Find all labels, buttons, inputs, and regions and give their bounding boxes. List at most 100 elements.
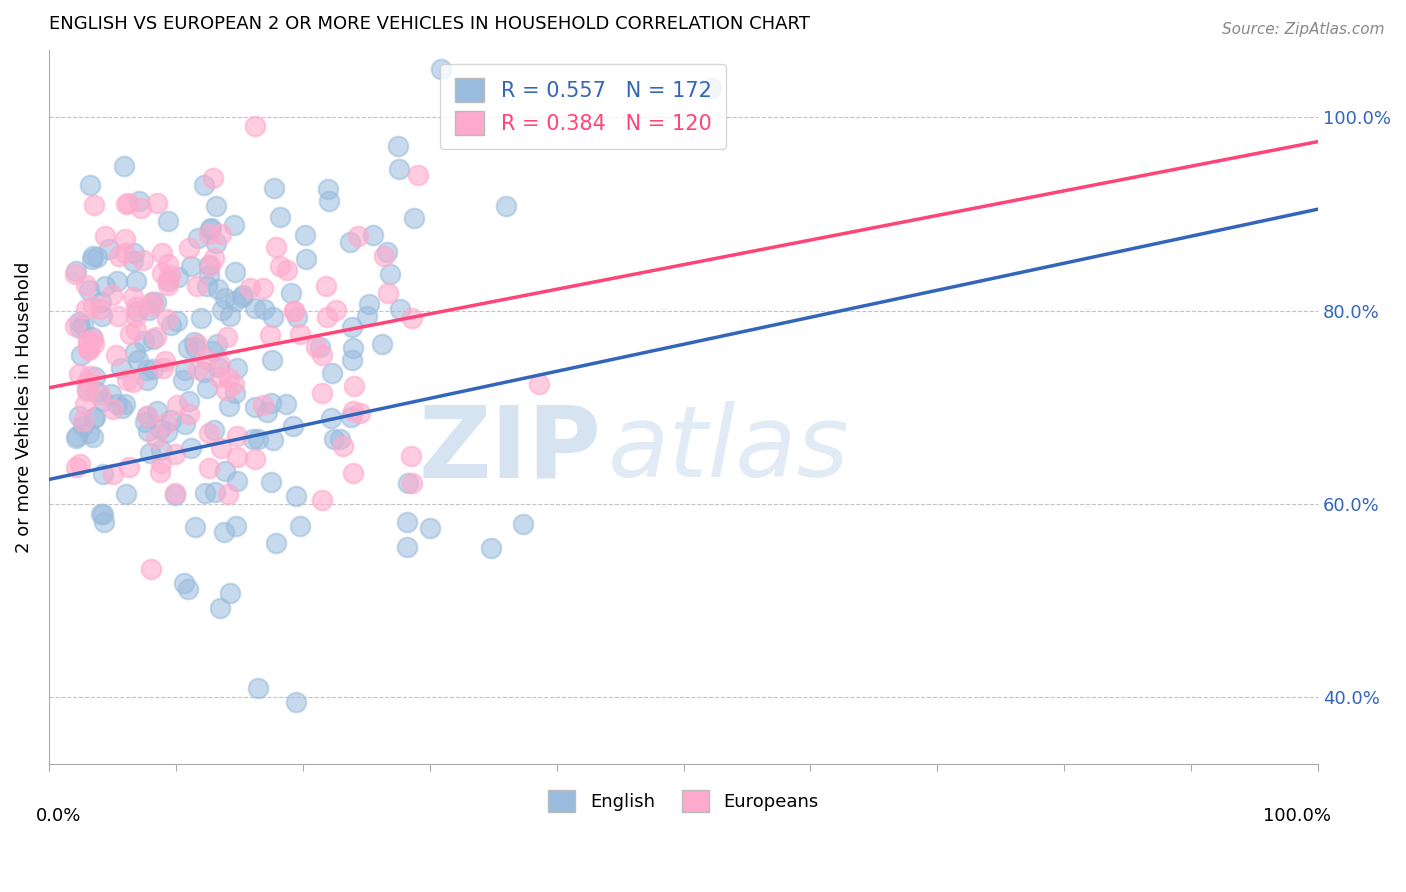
Point <box>356 309 378 323</box>
Point <box>134 415 156 429</box>
Point <box>156 257 179 271</box>
Point <box>401 449 423 463</box>
Point <box>101 287 124 301</box>
Point <box>105 275 128 289</box>
Point <box>283 304 305 318</box>
Point <box>401 311 423 326</box>
Point <box>359 297 381 311</box>
Point <box>232 287 254 301</box>
Point <box>197 268 219 282</box>
Point <box>340 320 363 334</box>
Point <box>132 252 155 267</box>
Point <box>209 227 232 242</box>
Point <box>145 431 167 445</box>
Point <box>208 358 231 372</box>
Point <box>76 375 98 389</box>
Point <box>82 299 104 313</box>
Point <box>224 265 246 279</box>
Point <box>264 240 287 254</box>
Point <box>90 294 112 309</box>
Point <box>82 332 104 346</box>
Point <box>316 182 339 196</box>
Point <box>174 417 197 431</box>
Point <box>373 249 395 263</box>
Point <box>283 303 305 318</box>
Point <box>316 310 339 325</box>
Point <box>124 345 146 359</box>
Point <box>125 304 148 318</box>
Point <box>125 300 148 314</box>
Point <box>377 285 399 300</box>
Point <box>202 423 225 437</box>
Point <box>419 521 441 535</box>
Point <box>260 353 283 368</box>
Point <box>100 387 122 401</box>
Point <box>127 353 149 368</box>
Point <box>75 278 97 293</box>
Point <box>269 259 291 273</box>
Point <box>259 328 281 343</box>
Point <box>208 369 231 384</box>
Point <box>145 294 167 309</box>
Point <box>342 352 364 367</box>
Point <box>205 235 228 250</box>
Point <box>193 365 215 379</box>
Point <box>274 396 297 410</box>
Point <box>378 267 401 281</box>
Point <box>156 275 179 289</box>
Point <box>245 119 267 133</box>
Point <box>141 562 163 576</box>
Point <box>114 245 136 260</box>
Point <box>198 258 221 272</box>
Point <box>347 228 370 243</box>
Point <box>108 249 131 263</box>
Point <box>136 424 159 438</box>
Point <box>256 405 278 419</box>
Text: ZIP: ZIP <box>418 401 600 499</box>
Point <box>339 409 361 424</box>
Point <box>262 433 284 447</box>
Point <box>156 311 179 326</box>
Point <box>142 332 165 346</box>
Point <box>120 327 142 342</box>
Point <box>214 464 236 478</box>
Point <box>339 235 361 249</box>
Point <box>195 278 218 293</box>
Point <box>184 520 207 534</box>
Point <box>153 354 176 368</box>
Point <box>263 181 285 195</box>
Point <box>69 320 91 334</box>
Point <box>207 282 229 296</box>
Point <box>63 319 86 334</box>
Point <box>311 492 333 507</box>
Point <box>83 198 105 212</box>
Point <box>214 291 236 305</box>
Text: ENGLISH VS EUROPEAN 2 OR MORE VEHICLES IN HOUSEHOLD CORRELATION CHART: ENGLISH VS EUROPEAN 2 OR MORE VEHICLES I… <box>49 15 810 33</box>
Point <box>79 178 101 193</box>
Point <box>136 373 159 387</box>
Y-axis label: 2 or more Vehicles in Household: 2 or more Vehicles in Household <box>15 261 32 553</box>
Point <box>198 259 221 273</box>
Point <box>80 330 103 344</box>
Point <box>117 196 139 211</box>
Point <box>311 386 333 401</box>
Point <box>294 228 316 243</box>
Point <box>125 275 148 289</box>
Point <box>388 161 411 176</box>
Point <box>82 249 104 263</box>
Text: atlas: atlas <box>607 401 849 499</box>
Point <box>371 337 394 351</box>
Point <box>218 309 240 323</box>
Point <box>262 310 284 324</box>
Point <box>180 260 202 274</box>
Point <box>218 399 240 413</box>
Point <box>224 294 246 309</box>
Point <box>77 425 100 440</box>
Point <box>135 409 157 424</box>
Point <box>231 290 253 304</box>
Point <box>66 429 89 443</box>
Point <box>207 337 229 351</box>
Point <box>406 168 429 182</box>
Point <box>121 376 143 390</box>
Point <box>75 397 97 411</box>
